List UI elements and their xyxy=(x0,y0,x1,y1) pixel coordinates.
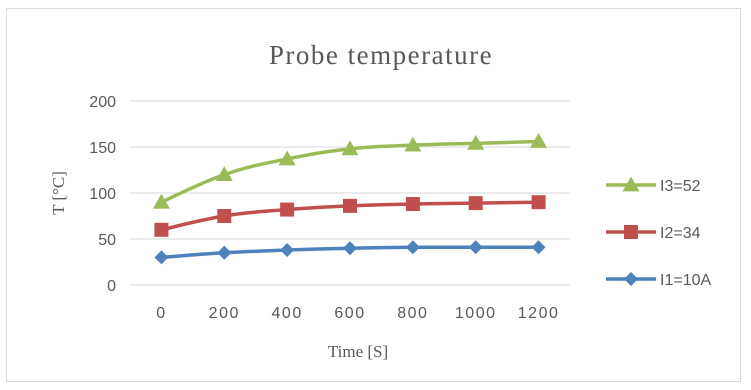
legend-label: I2=34 xyxy=(660,225,701,242)
data-point xyxy=(405,197,420,212)
data-point xyxy=(468,196,483,211)
x-tick-label: 200 xyxy=(209,305,240,322)
data-point xyxy=(530,132,548,148)
x-tick-label: 400 xyxy=(272,305,303,322)
data-point xyxy=(341,140,359,156)
data-point xyxy=(152,193,170,209)
legend-label: I3=52 xyxy=(660,178,701,195)
x-tick-label: 800 xyxy=(397,305,428,322)
data-point xyxy=(280,202,295,217)
legend-marker xyxy=(622,176,640,192)
y-tick-label: 200 xyxy=(89,94,116,111)
x-tick-label: 0 xyxy=(156,305,166,322)
x-axis-title: Time [S] xyxy=(328,342,388,361)
data-point xyxy=(215,166,233,181)
legend-item: I1=10A xyxy=(606,272,711,289)
x-tick-label: 600 xyxy=(334,305,365,322)
data-point xyxy=(531,195,546,210)
chart-title: Probe temperature xyxy=(269,40,493,70)
y-tick-label: 0 xyxy=(107,278,116,295)
data-point xyxy=(280,243,295,258)
legend-item: I2=34 xyxy=(606,225,701,242)
data-point xyxy=(154,222,169,237)
x-tick-label: 1200 xyxy=(518,305,560,322)
data-point xyxy=(468,240,483,255)
legend: I3=52 I2=34 I1=10A xyxy=(606,176,711,289)
legend-marker xyxy=(624,272,638,286)
legend-marker xyxy=(624,225,638,239)
gridlines xyxy=(130,100,570,286)
series-I1=10A xyxy=(154,240,546,265)
y-tick-label: 50 xyxy=(98,232,116,249)
y-axis-ticks: 0 50 100 150 200 xyxy=(89,94,116,295)
data-point xyxy=(467,134,485,150)
y-axis-title: T [°C] xyxy=(49,171,68,215)
data-point xyxy=(531,240,546,255)
data-point xyxy=(343,241,357,256)
legend-label: I1=10A xyxy=(660,272,711,289)
y-tick-label: 150 xyxy=(89,140,116,157)
y-tick-label: 100 xyxy=(89,186,116,203)
x-tick-label: 1000 xyxy=(455,305,497,322)
data-point xyxy=(217,209,232,223)
chart-frame xyxy=(6,8,741,382)
x-axis-ticks: 0 200 400 600 800 1000 1200 xyxy=(156,305,560,322)
data-point xyxy=(278,150,296,166)
data-point xyxy=(405,240,420,255)
series-I3=52 xyxy=(152,132,548,209)
series-I2=34 xyxy=(154,195,546,237)
data-point xyxy=(217,245,232,260)
data-point xyxy=(343,198,357,213)
data-point xyxy=(404,136,422,152)
data-point xyxy=(154,250,169,265)
legend-item: I3=52 xyxy=(606,176,701,195)
series-layer xyxy=(152,132,548,265)
